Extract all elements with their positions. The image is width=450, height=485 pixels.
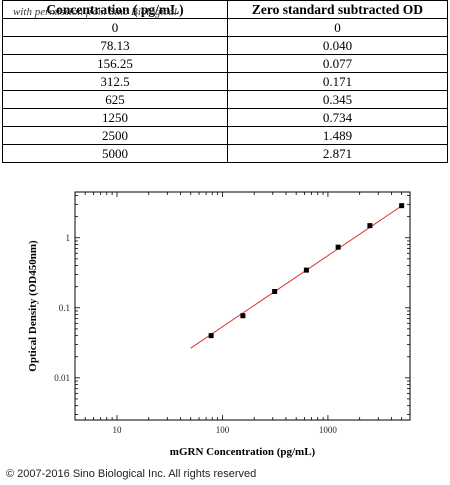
x-axis-title: mGRN Concentration (pg/mL) bbox=[170, 446, 316, 458]
table-row: 1250 0.734 bbox=[2, 108, 448, 127]
concentration-cell: 1250 bbox=[2, 108, 228, 127]
concentration-cell: 0 bbox=[2, 18, 228, 37]
table-row: 2500 1.489 bbox=[2, 126, 448, 145]
concentration-header: Concentration ( pg/mL) with permission f… bbox=[2, 0, 228, 19]
data-point bbox=[335, 244, 341, 250]
y-axis-title: Optical Density (OD450nm) bbox=[27, 240, 39, 372]
data-point bbox=[399, 203, 405, 209]
concentration-cell: 2500 bbox=[2, 126, 228, 145]
od-cell: 0.171 bbox=[227, 72, 448, 91]
standard-curve-table-container: Concentration ( pg/mL) with permission f… bbox=[0, 0, 450, 163]
table-row: 625 0.345 bbox=[2, 90, 448, 109]
copyright-notice: © 2007-2016 Sino Biological Inc. All rig… bbox=[6, 468, 257, 480]
data-point bbox=[208, 333, 214, 339]
standard-curve-table: Concentration ( pg/mL) with permission f… bbox=[2, 0, 448, 163]
x-tick-label: 1000 bbox=[319, 425, 338, 435]
od-cell: 0.345 bbox=[227, 90, 448, 109]
x-tick-label: 10 bbox=[112, 425, 122, 435]
x-tick-label: 100 bbox=[216, 425, 230, 435]
table-row: 5000 2.871 bbox=[2, 144, 448, 163]
table-row: 312.5 0.171 bbox=[2, 72, 448, 91]
od-cell: 0 bbox=[227, 18, 448, 37]
y-tick-label: 0.01 bbox=[54, 373, 70, 383]
od-cell: 0.077 bbox=[227, 54, 448, 73]
fit-line bbox=[190, 205, 402, 349]
chart-svg: 10 100 1000 0.01 0.1 1 mGRN Concentration (pg/… bbox=[27, 191, 411, 458]
data-point bbox=[240, 313, 246, 319]
concentration-cell: 5000 bbox=[2, 144, 228, 163]
concentration-cell: 78.13 bbox=[2, 36, 228, 55]
od-cell: 1.489 bbox=[227, 126, 448, 145]
table-row: 0 0 bbox=[2, 18, 448, 37]
table-row: 156.25 0.077 bbox=[2, 54, 448, 73]
standard-curve-chart: 10 100 1000 0.01 0.1 1 mGRN Concentration (pg/… bbox=[0, 180, 450, 470]
concentration-cell: 156.25 bbox=[2, 54, 228, 73]
concentration-cell: 312.5 bbox=[2, 72, 228, 91]
concentration-cell: 625 bbox=[2, 90, 228, 109]
concentration-header-label: Concentration ( pg/mL) bbox=[46, 2, 184, 17]
od-header: Zero standard subtracted OD bbox=[227, 0, 448, 19]
table-row: 78.13 0.040 bbox=[2, 36, 448, 55]
od-cell: 0.734 bbox=[227, 108, 448, 127]
od-cell: 2.871 bbox=[227, 144, 448, 163]
table-header-row: Concentration ( pg/mL) with permission f… bbox=[2, 0, 448, 19]
y-tick-label: 1 bbox=[66, 233, 71, 243]
data-point bbox=[367, 223, 373, 229]
data-point bbox=[303, 267, 309, 273]
y-tick-label: 0.1 bbox=[59, 303, 70, 313]
data-point bbox=[272, 288, 278, 294]
od-cell: 0.040 bbox=[227, 36, 448, 55]
plot-frame bbox=[74, 191, 411, 421]
